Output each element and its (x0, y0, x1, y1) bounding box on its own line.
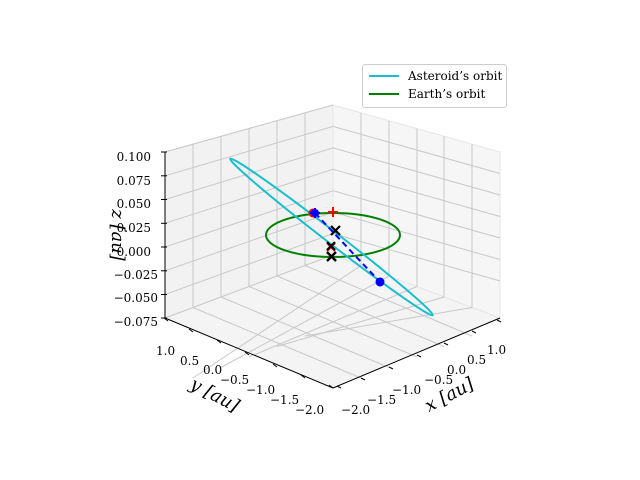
z-tick-labels: 0.100 0.075 0.050 0.025 0.000 −0.025 −0.… (114, 150, 158, 329)
legend-swatch-asteroid (369, 75, 399, 77)
z-tick-label: 0.025 (117, 221, 151, 235)
dashed-connector (314, 212, 381, 283)
legend-item-asteroid: Asteroid’s orbit (369, 67, 502, 85)
x-tick-label: −0.5 (424, 373, 453, 387)
z-tick-label: 0.100 (117, 150, 151, 164)
z-tick-label: −0.025 (114, 268, 158, 282)
x-tick-label: 0.0 (447, 363, 466, 377)
z-tick-label: 0.050 (117, 197, 151, 211)
z-axis-ticks (161, 151, 167, 319)
z-tick-label: −0.075 (114, 315, 158, 329)
black-x-marker (330, 225, 341, 236)
black-x-marker (326, 241, 336, 251)
y-tick-label: 0.5 (180, 354, 199, 368)
axis-lines (164, 152, 501, 389)
z-axis-label: z [au] (107, 208, 128, 262)
asteroid-dot-b (375, 277, 385, 287)
x-tick-label: −1.0 (392, 383, 421, 397)
x-tick-label: −1.5 (367, 393, 396, 407)
z-tick-label: 0.000 (117, 245, 151, 259)
z-tick-label: −0.050 (114, 291, 158, 305)
legend-label: Earth’s orbit (408, 87, 486, 101)
black-x-marker (326, 251, 337, 262)
y-tick-label: 0.0 (203, 363, 222, 377)
y-tick-labels: 1.0 0.5 0.0 −0.5 −1.0 −1.5 −2.0 (156, 344, 324, 417)
blue-plus-marker (310, 208, 320, 218)
x-tick-label: 1.0 (487, 343, 506, 357)
x-tick-labels: −2.0 −1.5 −1.0 −0.5 0.0 0.5 1.0 (341, 343, 506, 417)
x-tick-label: −2.0 (341, 403, 370, 417)
y-tick-label: −0.5 (220, 373, 249, 387)
y-axis-ticks (163, 317, 334, 389)
legend-item-earth: Earth’s orbit (369, 85, 485, 103)
legend: Asteroid’s orbit Earth’s orbit (362, 64, 507, 108)
legend-label: Asteroid’s orbit (408, 69, 503, 83)
x-tick-label: 0.5 (467, 353, 486, 367)
red-plus-marker (328, 207, 338, 217)
gridlines (164, 104, 501, 379)
y-tick-label: 1.0 (156, 344, 175, 358)
legend-swatch-earth (369, 93, 399, 95)
z-tick-label: 0.075 (117, 174, 151, 188)
y-tick-label: −1.5 (270, 393, 299, 407)
y-tick-label: −1.0 (246, 383, 275, 397)
x-axis-ticks (336, 319, 502, 389)
y-tick-label: −2.0 (295, 403, 324, 417)
